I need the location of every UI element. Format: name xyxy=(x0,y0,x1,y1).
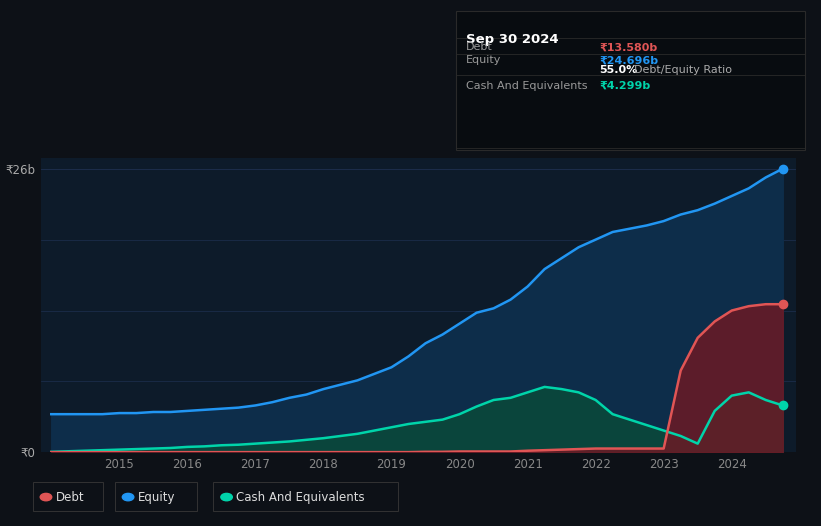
Text: Debt: Debt xyxy=(56,491,85,503)
Text: Sep 30 2024: Sep 30 2024 xyxy=(466,33,558,46)
Text: Cash And Equivalents: Cash And Equivalents xyxy=(466,80,587,91)
Text: Debt: Debt xyxy=(466,42,493,53)
Text: Equity: Equity xyxy=(138,491,176,503)
Text: Equity: Equity xyxy=(466,55,501,66)
Text: Debt/Equity Ratio: Debt/Equity Ratio xyxy=(634,65,732,75)
Text: ₹13.580b: ₹13.580b xyxy=(599,42,658,53)
Text: ₹4.299b: ₹4.299b xyxy=(599,80,650,91)
Text: ₹24.696b: ₹24.696b xyxy=(599,55,658,66)
Text: Cash And Equivalents: Cash And Equivalents xyxy=(236,491,365,503)
Text: 55.0%: 55.0% xyxy=(599,65,638,75)
